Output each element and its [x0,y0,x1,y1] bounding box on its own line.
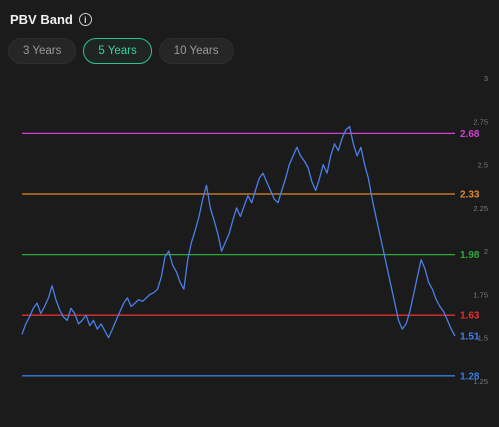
y-tick-label: 3 [484,74,488,83]
info-circle-icon[interactable]: i [78,13,92,26]
y-tick-label: 1.5 [478,334,488,343]
band-label: 2.68 [460,129,480,140]
y-tick-label: 1.25 [473,377,488,386]
price-series-line [21,125,456,339]
band-label: 1.28 [460,371,480,382]
y-tick-label: 2 [484,247,488,256]
y-tick-label: 2.5 [478,161,488,170]
band-label: 1.98 [460,250,480,261]
y-tick-label: 1.75 [473,290,488,299]
band-label: 2.33 [460,190,480,201]
page-title: PBV Band [10,12,73,27]
tab-5-years[interactable]: 5 Years [83,38,152,64]
current-value-label: 1.51 [460,331,480,342]
tab-10-years[interactable]: 10 Years [158,38,234,64]
y-tick-label: 2.25 [473,204,488,213]
header: PBV Band i [10,12,92,27]
tab-3-years[interactable]: 3 Years [8,38,77,64]
period-tabs: 3 Years 5 Years 10 Years [8,38,234,64]
band-label: 1.63 [460,311,480,322]
y-tick-label: 2.75 [473,117,488,126]
